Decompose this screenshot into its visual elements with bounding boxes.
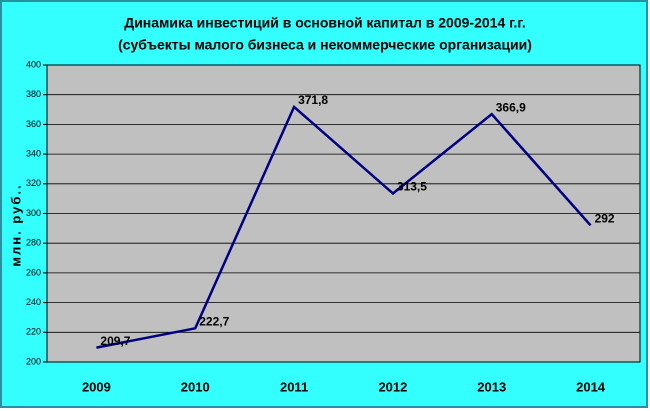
y-tick-label: 340 (26, 148, 41, 158)
y-tick-label: 220 (26, 327, 41, 337)
y-tick-label: 280 (26, 238, 41, 248)
y-tick-label: 400 (26, 59, 41, 69)
chart-title: Динамика инвестиций в основной капитал в… (124, 15, 526, 31)
y-tick-label: 300 (26, 208, 41, 218)
data-label: 371,8 (298, 93, 328, 107)
data-label: 366,9 (496, 100, 526, 114)
x-tick-label: 2014 (576, 379, 606, 394)
y-tick-label: 200 (26, 356, 41, 366)
y-tick-label: 240 (26, 297, 41, 307)
x-tick-label: 2009 (82, 379, 111, 394)
data-label: 292 (595, 212, 615, 226)
y-tick-label: 360 (26, 119, 41, 129)
y-tick-label: 260 (26, 267, 41, 277)
data-label: 209,7 (100, 334, 130, 348)
x-tick-label: 2012 (378, 379, 407, 394)
y-tick-label: 380 (26, 89, 41, 99)
x-tick-label: 2011 (280, 379, 308, 394)
data-label: 222,7 (199, 314, 229, 328)
y-tick-label: 320 (26, 178, 41, 188)
chart-subtitle: (субъекты малого бизнеса и некоммерчески… (118, 37, 532, 53)
data-label: 313,5 (397, 180, 427, 194)
data-line (96, 104, 592, 349)
y-axis-label: млн. руб.. (8, 183, 23, 266)
x-tick-label: 2013 (477, 379, 506, 394)
x-tick-label: 2010 (181, 379, 210, 394)
